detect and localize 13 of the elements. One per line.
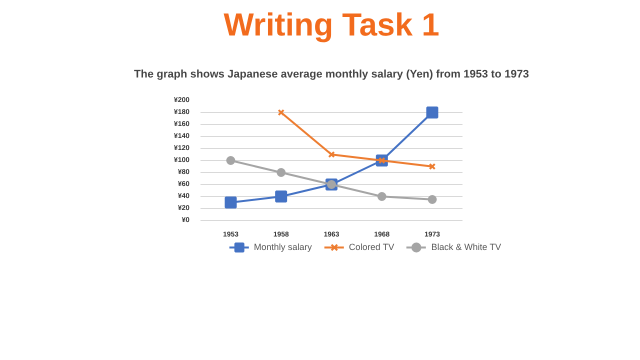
- point: [377, 192, 386, 201]
- point: [224, 196, 237, 208]
- point: [226, 156, 236, 165]
- legend-label: Black & White TV: [431, 242, 502, 252]
- point: [275, 190, 288, 202]
- point: [428, 195, 437, 204]
- chart-title: Writing Task 1: [224, 6, 440, 42]
- legend-label: Colored TV: [348, 242, 394, 252]
- chart-subtitle: The graph shows Japanese average monthly salary (Yen) from 1953 to 1973: [134, 68, 529, 80]
- point: [328, 151, 335, 158]
- legend-label: Monthly salary: [254, 242, 312, 252]
- point: [276, 168, 286, 177]
- point: [426, 106, 438, 118]
